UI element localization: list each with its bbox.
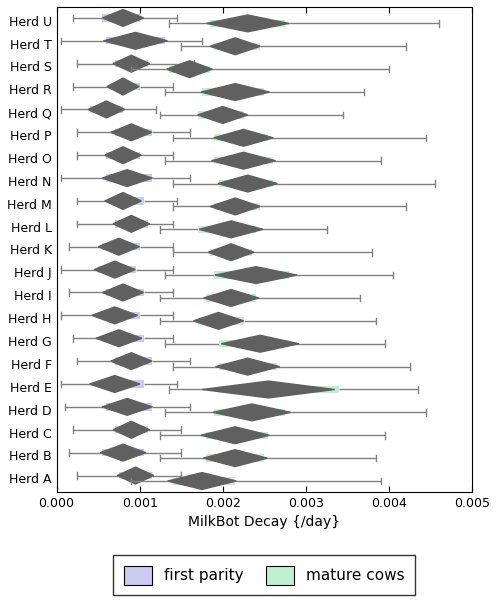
Polygon shape	[113, 421, 150, 438]
Polygon shape	[204, 290, 258, 307]
Bar	[206, 431, 268, 439]
Bar	[173, 478, 235, 485]
Bar	[198, 111, 244, 119]
Polygon shape	[193, 313, 244, 329]
Bar	[102, 335, 144, 342]
Bar	[198, 317, 244, 325]
Polygon shape	[96, 330, 142, 347]
Bar	[198, 226, 256, 233]
Bar	[110, 197, 144, 205]
Polygon shape	[166, 61, 212, 77]
Polygon shape	[208, 244, 254, 260]
Polygon shape	[221, 335, 299, 352]
Polygon shape	[100, 444, 146, 461]
Polygon shape	[167, 473, 236, 490]
Polygon shape	[214, 130, 273, 146]
Bar	[102, 243, 140, 250]
Polygon shape	[199, 221, 263, 238]
Bar	[214, 43, 260, 50]
Bar	[106, 403, 152, 410]
Bar	[169, 65, 210, 73]
Polygon shape	[210, 198, 260, 215]
Polygon shape	[102, 10, 144, 26]
Polygon shape	[213, 404, 291, 421]
Bar	[106, 175, 152, 182]
Polygon shape	[89, 376, 140, 392]
Bar	[214, 203, 260, 210]
Polygon shape	[203, 450, 267, 467]
Bar	[206, 454, 264, 462]
Polygon shape	[88, 101, 125, 118]
Bar	[102, 14, 140, 22]
Polygon shape	[111, 124, 152, 141]
Bar	[210, 20, 285, 27]
Polygon shape	[111, 353, 152, 370]
Bar	[115, 128, 152, 136]
Bar	[214, 157, 273, 164]
Polygon shape	[107, 78, 139, 95]
Polygon shape	[113, 215, 150, 232]
Bar	[115, 358, 152, 365]
Bar	[90, 106, 123, 113]
Polygon shape	[218, 175, 277, 192]
Bar	[106, 289, 144, 296]
Polygon shape	[102, 170, 152, 187]
Legend: first parity, mature cows: first parity, mature cows	[113, 556, 415, 595]
Polygon shape	[102, 398, 152, 415]
Polygon shape	[207, 15, 289, 32]
Polygon shape	[92, 307, 138, 324]
Polygon shape	[94, 261, 135, 278]
Polygon shape	[98, 238, 140, 255]
Bar	[202, 88, 264, 96]
Polygon shape	[105, 193, 141, 209]
Polygon shape	[216, 358, 280, 375]
Polygon shape	[105, 147, 141, 164]
Bar	[219, 180, 273, 187]
Polygon shape	[210, 38, 260, 55]
Bar	[106, 37, 165, 44]
Bar	[115, 220, 148, 227]
Bar	[219, 386, 339, 393]
Bar	[98, 266, 136, 273]
Bar	[115, 426, 148, 433]
Polygon shape	[201, 83, 269, 100]
Polygon shape	[202, 381, 335, 398]
Bar	[214, 409, 285, 416]
Polygon shape	[102, 284, 144, 301]
Bar	[210, 248, 252, 256]
Bar	[110, 83, 140, 90]
Bar	[214, 134, 268, 142]
Bar	[214, 271, 289, 279]
Polygon shape	[201, 427, 269, 443]
Bar	[115, 60, 148, 67]
Bar	[219, 340, 289, 347]
Bar	[98, 312, 140, 319]
Polygon shape	[113, 55, 150, 72]
Polygon shape	[215, 266, 297, 284]
X-axis label: MilkBot Decay {/day}: MilkBot Decay {/day}	[188, 515, 340, 529]
Bar	[219, 363, 277, 370]
Polygon shape	[212, 152, 275, 169]
Bar	[119, 472, 152, 479]
Bar	[206, 295, 256, 302]
Polygon shape	[117, 467, 154, 484]
Bar	[98, 380, 144, 388]
Polygon shape	[198, 107, 248, 124]
Bar	[106, 152, 140, 159]
Polygon shape	[103, 32, 167, 49]
Bar	[102, 449, 144, 457]
